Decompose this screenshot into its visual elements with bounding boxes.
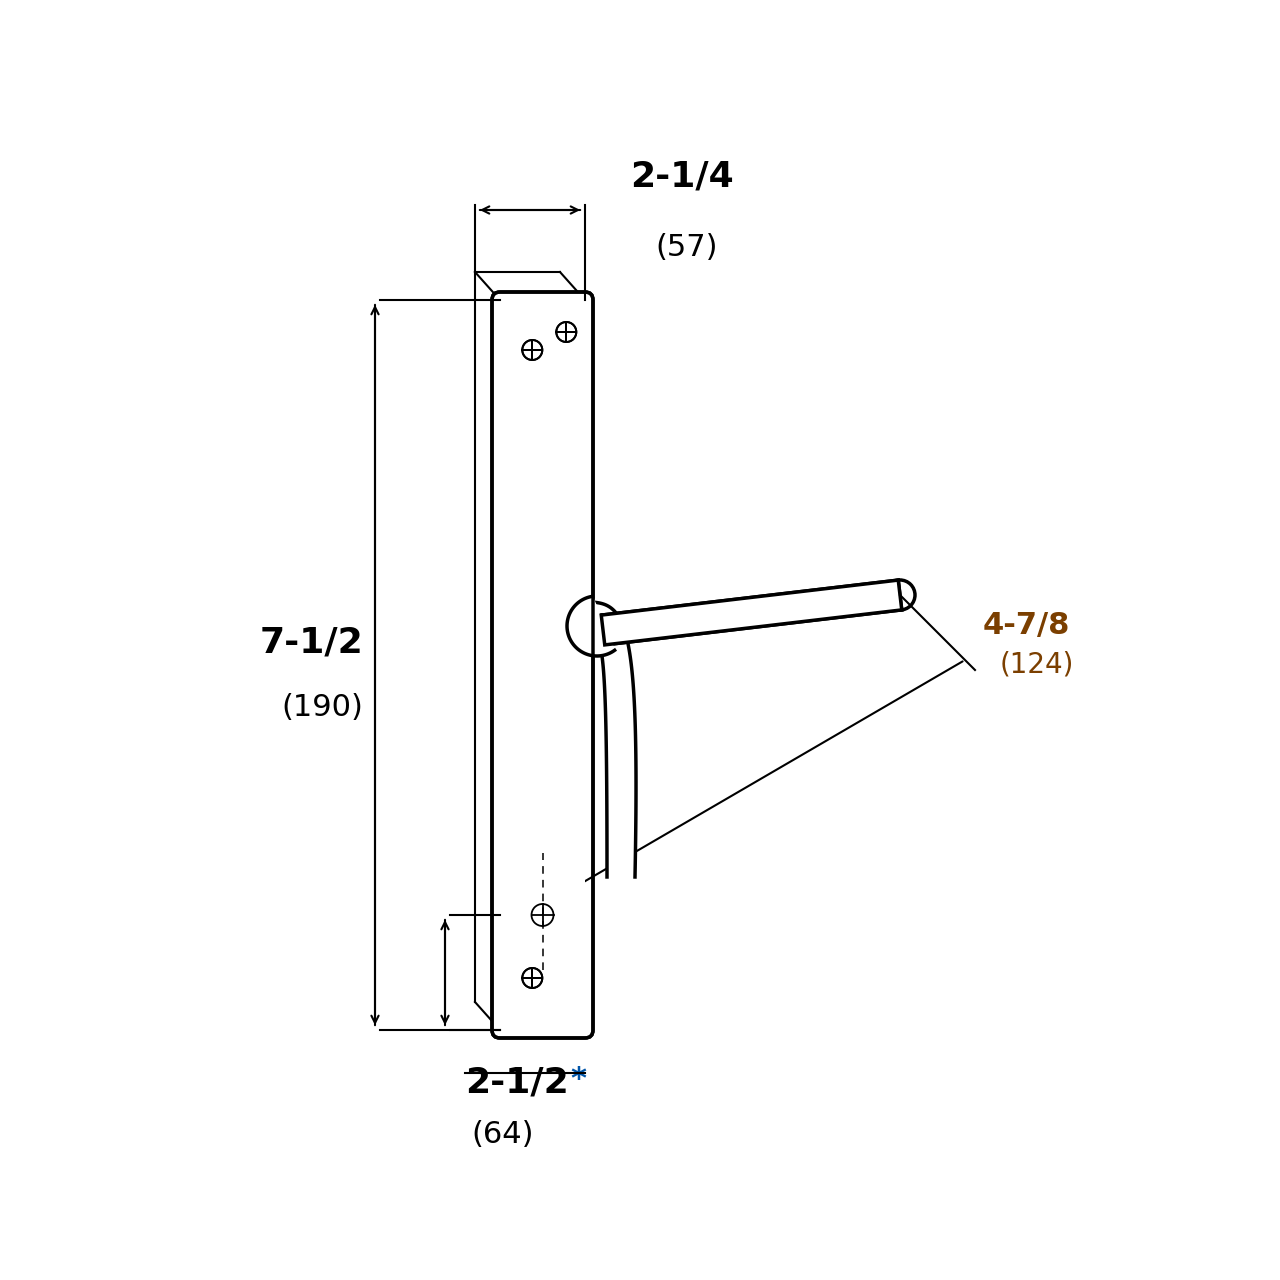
- Text: 2-1/4: 2-1/4: [630, 159, 733, 193]
- Polygon shape: [602, 580, 901, 645]
- Text: 2-1/2: 2-1/2: [465, 1065, 568, 1100]
- Circle shape: [588, 614, 618, 645]
- Text: (64): (64): [472, 1120, 534, 1149]
- Text: 7-1/2: 7-1/2: [260, 626, 364, 660]
- FancyBboxPatch shape: [492, 292, 593, 1038]
- Polygon shape: [588, 602, 636, 877]
- Text: (190): (190): [282, 692, 364, 722]
- Circle shape: [884, 580, 915, 611]
- Polygon shape: [602, 580, 901, 645]
- Polygon shape: [500, 300, 585, 1030]
- Text: *: *: [570, 1065, 586, 1094]
- Text: (124): (124): [1000, 652, 1074, 678]
- Text: (57): (57): [655, 233, 718, 262]
- Text: 4-7/8: 4-7/8: [983, 611, 1070, 640]
- Polygon shape: [567, 596, 614, 655]
